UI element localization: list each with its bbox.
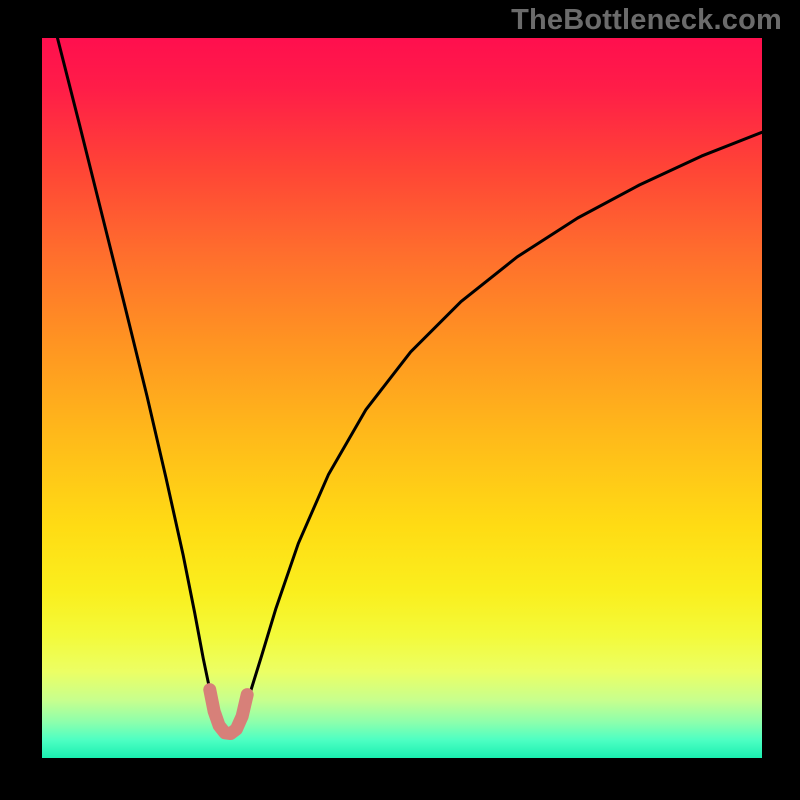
gradient-background <box>42 38 762 758</box>
watermark-text: TheBottleneck.com <box>511 4 782 37</box>
bottleneck-chart <box>42 38 762 758</box>
chart-stage: TheBottleneck.com <box>0 0 800 800</box>
